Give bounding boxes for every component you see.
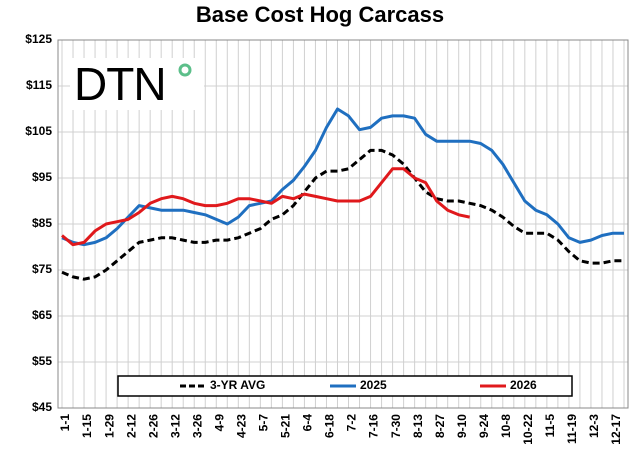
legend-label: 2026 bbox=[510, 378, 537, 392]
line-series bbox=[61, 148, 624, 281]
x-tick-label: 7-30 bbox=[389, 414, 403, 438]
x-tick-label: 8-27 bbox=[433, 414, 447, 438]
x-tick-label: 5-21 bbox=[279, 414, 293, 438]
x-tick-label: 11-19 bbox=[565, 414, 579, 444]
y-tick-label: $45 bbox=[32, 400, 52, 414]
x-tick-label: 7-16 bbox=[367, 414, 381, 438]
x-tick-label: 11-5 bbox=[543, 414, 557, 438]
x-tick-label: 4-9 bbox=[212, 414, 226, 432]
x-tick-label: 1-1 bbox=[58, 414, 72, 432]
x-tick-label: 1-29 bbox=[102, 414, 116, 438]
x-tick-label: 10-8 bbox=[499, 414, 513, 438]
y-tick-label: $105 bbox=[25, 124, 52, 138]
line-series bbox=[61, 107, 624, 247]
x-tick-label: 12-17 bbox=[609, 414, 623, 445]
y-tick-label: $115 bbox=[26, 78, 52, 92]
x-tick-label: 9-24 bbox=[477, 414, 491, 438]
x-tick-label: 12-3 bbox=[587, 414, 601, 438]
x-tick-label: 7-2 bbox=[345, 414, 359, 432]
x-tick-label: 1-15 bbox=[80, 414, 94, 438]
chart-title: Base Cost Hog Carcass bbox=[196, 2, 444, 27]
legend-label: 2025 bbox=[360, 378, 387, 392]
x-tick-label: 3-12 bbox=[168, 414, 182, 438]
x-tick-label: 4-23 bbox=[234, 414, 248, 438]
y-tick-label: $75 bbox=[32, 262, 52, 276]
logo-dot bbox=[178, 63, 192, 77]
y-tick-label: $85 bbox=[32, 216, 52, 230]
y-tick-label: $55 bbox=[32, 354, 52, 368]
legend-label: 3-YR AVG bbox=[210, 378, 265, 392]
y-tick-label: $65 bbox=[32, 308, 52, 322]
x-tick-label: 2-26 bbox=[146, 414, 160, 438]
y-tick-label: $125 bbox=[25, 32, 52, 46]
x-tick-label: 6-4 bbox=[301, 414, 315, 432]
x-tick-label: 10-22 bbox=[521, 414, 535, 445]
line-series bbox=[61, 167, 471, 247]
x-tick-label: 9-10 bbox=[455, 414, 469, 438]
x-tick-label: 8-13 bbox=[411, 414, 425, 438]
x-tick-label: 6-18 bbox=[323, 414, 337, 438]
y-tick-label: $95 bbox=[32, 170, 52, 184]
x-tick-label: 5-7 bbox=[257, 414, 271, 432]
plot-border bbox=[57, 39, 629, 409]
x-tick-label: 2-12 bbox=[124, 414, 138, 438]
logo: DTN bbox=[74, 58, 166, 110]
x-tick-label: 3-26 bbox=[190, 414, 204, 438]
